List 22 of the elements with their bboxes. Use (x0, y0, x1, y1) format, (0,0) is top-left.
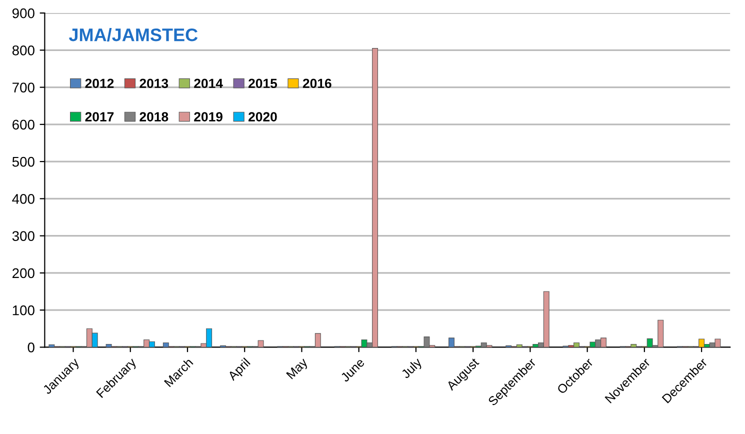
y-tick-label: 700 (12, 82, 34, 92)
legend-label: 2013 (140, 78, 168, 88)
y-tick-label: 0 (28, 342, 34, 352)
legend-label: 2017 (85, 112, 114, 122)
y-tick-label: 600 (12, 120, 34, 130)
y-tick-label: 300 (12, 231, 34, 241)
y-tick-label: 200 (12, 268, 34, 278)
y-tick-label: 100 (12, 305, 34, 316)
y-tick-label: 400 (12, 194, 34, 204)
legend-label: 2019 (194, 112, 222, 122)
legend-label: 2018 (140, 112, 168, 122)
x-tick-label: May (286, 357, 310, 382)
legend-label: 2020 (248, 112, 277, 122)
x-tick-label: July (400, 356, 424, 381)
y-tick-label: 500 (12, 156, 34, 167)
legend-label: 2015 (248, 78, 278, 88)
legend-label: 2012 (85, 78, 114, 88)
legend-label: 2016 (302, 78, 332, 88)
text: JMA/JAMSTEC (68, 28, 198, 42)
legend-label: 2014 (194, 78, 223, 88)
y-tick-label: 800 (12, 45, 34, 56)
y-tick-label: 900 (12, 8, 34, 18)
